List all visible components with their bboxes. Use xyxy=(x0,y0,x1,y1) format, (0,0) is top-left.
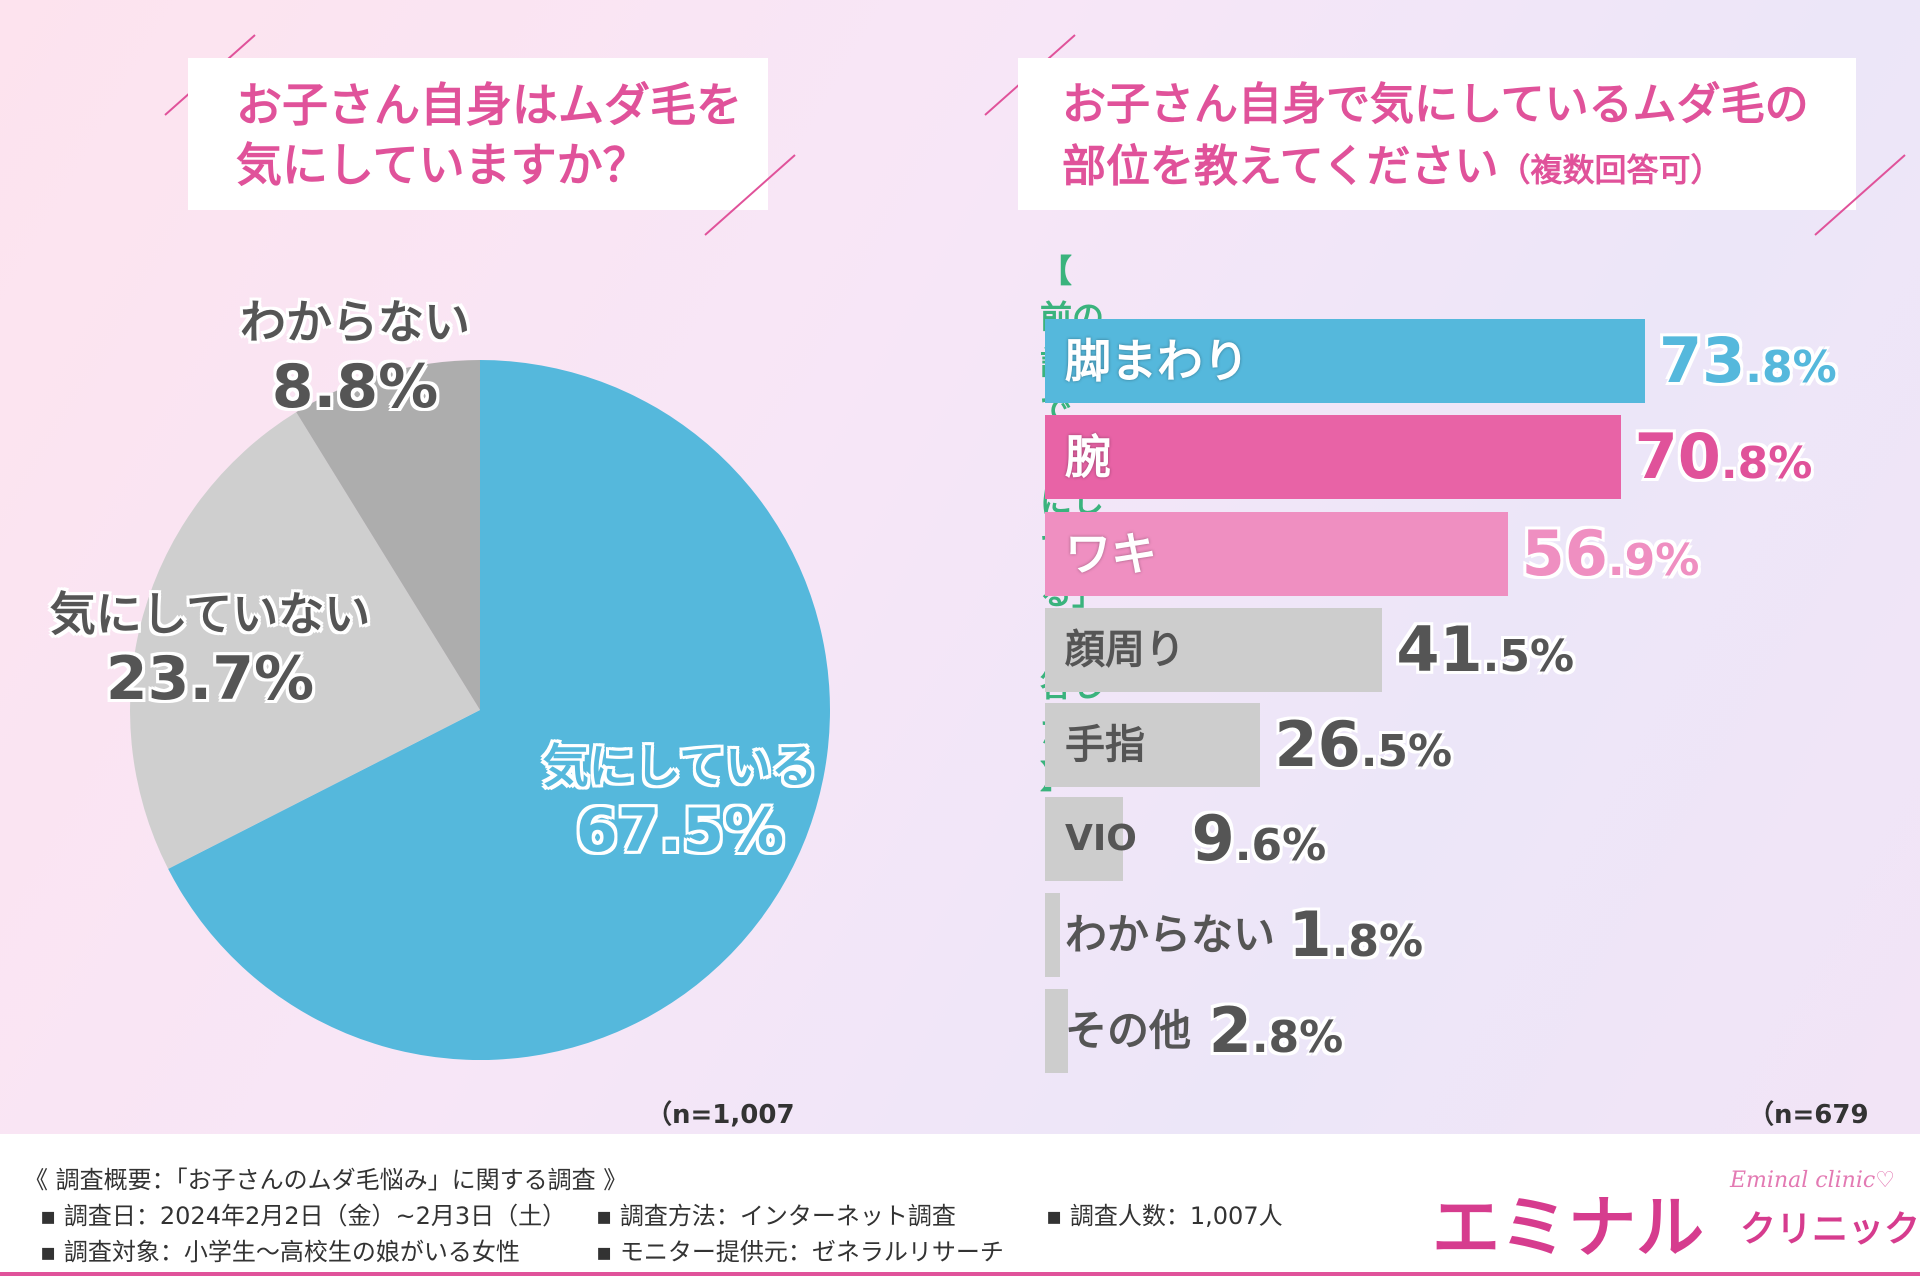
pie-slice-concerned xyxy=(168,360,830,1060)
brand-logo-sub: クリニック xyxy=(1740,1209,1920,1250)
footer-count: ▪ 調査人数：1,007人 xyxy=(1046,1202,1283,1230)
bar-0 xyxy=(1045,319,1645,403)
bar-value-7: 2.8% xyxy=(1208,994,1344,1067)
right-question-box: お子さん自身で気にしているムダ毛の 部位を教えてください（複数回答可） xyxy=(1018,58,1856,210)
pie-label-not-concerned: 気にしていない 23.7% xyxy=(20,578,400,714)
bar-label-2: ワキ xyxy=(1065,527,1157,581)
pie-label-unknown-text: わからない xyxy=(240,295,470,349)
bar-1 xyxy=(1045,415,1621,499)
pie-slice-unknown xyxy=(296,360,480,710)
pie-label-not-concerned-pct: 23.7% xyxy=(105,644,315,714)
bar-row-5: VIO 9.6% xyxy=(1045,797,1865,881)
right-question-line1: お子さん自身で気にしているムダ毛の xyxy=(1062,79,1809,130)
bar-row-0: 脚まわり 73.8% xyxy=(1045,319,1865,403)
bar-3 xyxy=(1045,608,1383,692)
pie-label-concerned-text: 気にしている xyxy=(542,739,818,793)
bar-row-4: 手指 26.5% xyxy=(1045,703,1865,787)
right-question-line2-wrap: 部位を教えてください（複数回答可） xyxy=(1062,136,1723,199)
bar-label-6: わからない xyxy=(1065,910,1276,959)
bar-value-4: 26.5% xyxy=(1274,708,1453,781)
pie-label-concerned-pct: 67.5% xyxy=(575,796,785,866)
footer-provider: ▪ モニター提供元：ゼネラルリサーチ xyxy=(596,1238,1004,1266)
footer-summary: 《 調査概要：「お子さんのムダ毛悩み」に関する調査 》 xyxy=(24,1166,628,1194)
bar-row-3: 顔周り 41.5% xyxy=(1045,608,1865,692)
bar-value-5: 9.6% xyxy=(1191,802,1327,875)
pie-chart xyxy=(130,360,830,1060)
bar-5 xyxy=(1045,797,1124,881)
right-question-note: （複数回答可） xyxy=(1498,151,1723,189)
bar-label-3: 顔周り xyxy=(1065,627,1185,673)
bar-label-5: VIO xyxy=(1065,818,1137,859)
bar-label-7: その他 xyxy=(1065,1006,1192,1055)
bar-row-2: ワキ 56.9% xyxy=(1045,512,1865,596)
bar-row-1: 腕 70.8% xyxy=(1045,415,1865,499)
right-question-line2: 部位を教えてください xyxy=(1062,141,1499,192)
left-question-line2: 気にしていますか？ xyxy=(236,138,649,192)
brand-logo-script: Eminal clinic♡ xyxy=(1730,1168,1895,1193)
pie-slice-not-concerned xyxy=(130,412,480,869)
pie-label-not-concerned-text: 気にしていない xyxy=(49,587,371,641)
pie-label-unknown-pct: 8.8% xyxy=(271,352,439,422)
bar-row-7: その他 2.8% xyxy=(1045,989,1865,1073)
left-question-box: お子さん自身はムダ毛を 気にしていますか？ xyxy=(188,58,768,210)
bar-4 xyxy=(1045,703,1261,787)
footer-target: ▪ 調査対象：小学生～高校生の娘がいる女性 xyxy=(40,1238,520,1266)
bar-2 xyxy=(1045,512,1508,596)
bar-row-6: わからない 1.8% xyxy=(1045,893,1865,977)
footer-date: ▪ 調査日：2024年2月2日（金）~2月3日（土） xyxy=(40,1202,567,1230)
left-question-line1: お子さん自身はムダ毛を xyxy=(236,78,742,132)
pie-label-concerned: 気にしている 67.5% xyxy=(500,730,860,866)
bar-value-6: 1.8% xyxy=(1288,898,1424,971)
bar-value-3: 41.5% xyxy=(1396,613,1575,686)
footer-bottom-line xyxy=(0,1272,1920,1276)
bar-label-4: 手指 xyxy=(1065,722,1145,768)
pie-label-unknown: わからない 8.8% xyxy=(210,286,500,422)
bar-value-1: 70.8% xyxy=(1634,420,1813,493)
bar-label-0: 脚まわり xyxy=(1065,334,1249,388)
bar-value-2: 56.9% xyxy=(1521,517,1700,590)
footer xyxy=(0,1134,1920,1280)
bar-7 xyxy=(1045,989,1068,1073)
bar-6 xyxy=(1045,893,1060,977)
bar-value-0: 73.8% xyxy=(1659,324,1837,397)
bar-label-1: 腕 xyxy=(1065,430,1111,484)
brand-logo-main: エミナル xyxy=(1432,1189,1705,1268)
footer-method: ▪ 調査方法：インターネット調査 xyxy=(596,1202,956,1230)
